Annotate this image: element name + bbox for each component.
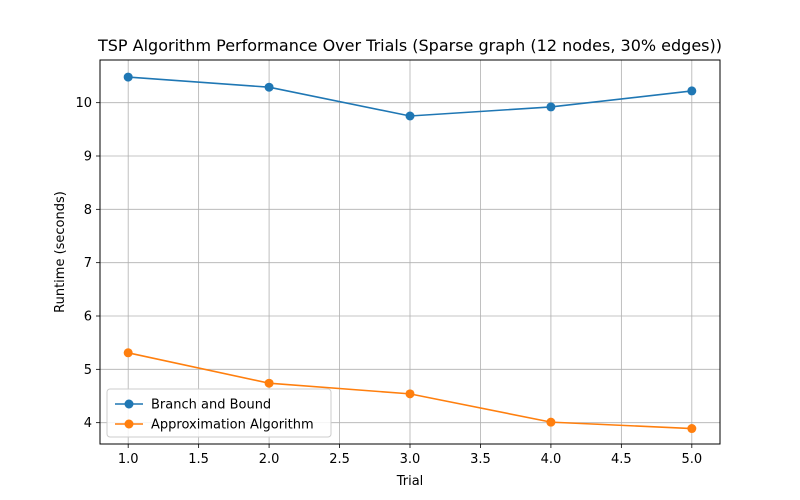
- x-tick-label: 3.0: [400, 452, 421, 467]
- legend-label-1: Branch and Bound: [151, 398, 271, 413]
- x-tick-label: 2.0: [259, 452, 280, 467]
- y-tick-label: 5: [84, 363, 92, 378]
- y-tick-label: 10: [75, 96, 92, 111]
- y-tick-label: 9: [84, 150, 92, 165]
- data-point-series-1: [264, 82, 274, 92]
- x-axis-label: Trial: [396, 474, 424, 489]
- data-point-series-2: [123, 348, 133, 358]
- x-tick-label: 5.0: [681, 452, 702, 467]
- y-axis-label: Runtime (seconds): [53, 191, 68, 313]
- data-point-series-2: [264, 378, 274, 388]
- data-point-series-1: [405, 111, 415, 121]
- y-tick-label: 8: [84, 203, 92, 218]
- plot-frame: [99, 59, 721, 445]
- x-tick-label: 2.5: [329, 452, 350, 467]
- x-tick-label: 1.0: [118, 452, 139, 467]
- x-tick-label: 1.5: [188, 452, 209, 467]
- x-tick-label: 4.5: [611, 452, 632, 467]
- data-point-series-2: [687, 424, 697, 434]
- x-tick-label: 4.0: [541, 452, 562, 467]
- legend-marker-2: [124, 419, 134, 429]
- y-tick-label: 4: [84, 416, 92, 431]
- data-point-series-1: [687, 86, 697, 96]
- chart-title: TSP Algorithm Performance Over Trials (S…: [97, 36, 722, 55]
- legend-marker-1: [124, 399, 134, 409]
- x-tick-label: 3.5: [470, 452, 491, 467]
- y-tick-label: 6: [84, 310, 92, 325]
- legend: Branch and Bound Approximation Algorithm: [106, 388, 332, 438]
- data-point-series-1: [546, 102, 556, 112]
- series-layer: [123, 72, 697, 434]
- legend-box: [106, 388, 332, 438]
- legend-label-2: Approximation Algorithm: [151, 418, 314, 433]
- y-tick-label: 7: [84, 256, 92, 271]
- data-point-series-2: [405, 389, 415, 399]
- data-point-series-2: [546, 417, 556, 427]
- data-point-series-1: [123, 72, 133, 82]
- ticks: 1.0 1.5 2.0 2.5 3.0 3.5 4.0 4.5 5.0 4 5 6 7 8 9 10: [75, 96, 702, 467]
